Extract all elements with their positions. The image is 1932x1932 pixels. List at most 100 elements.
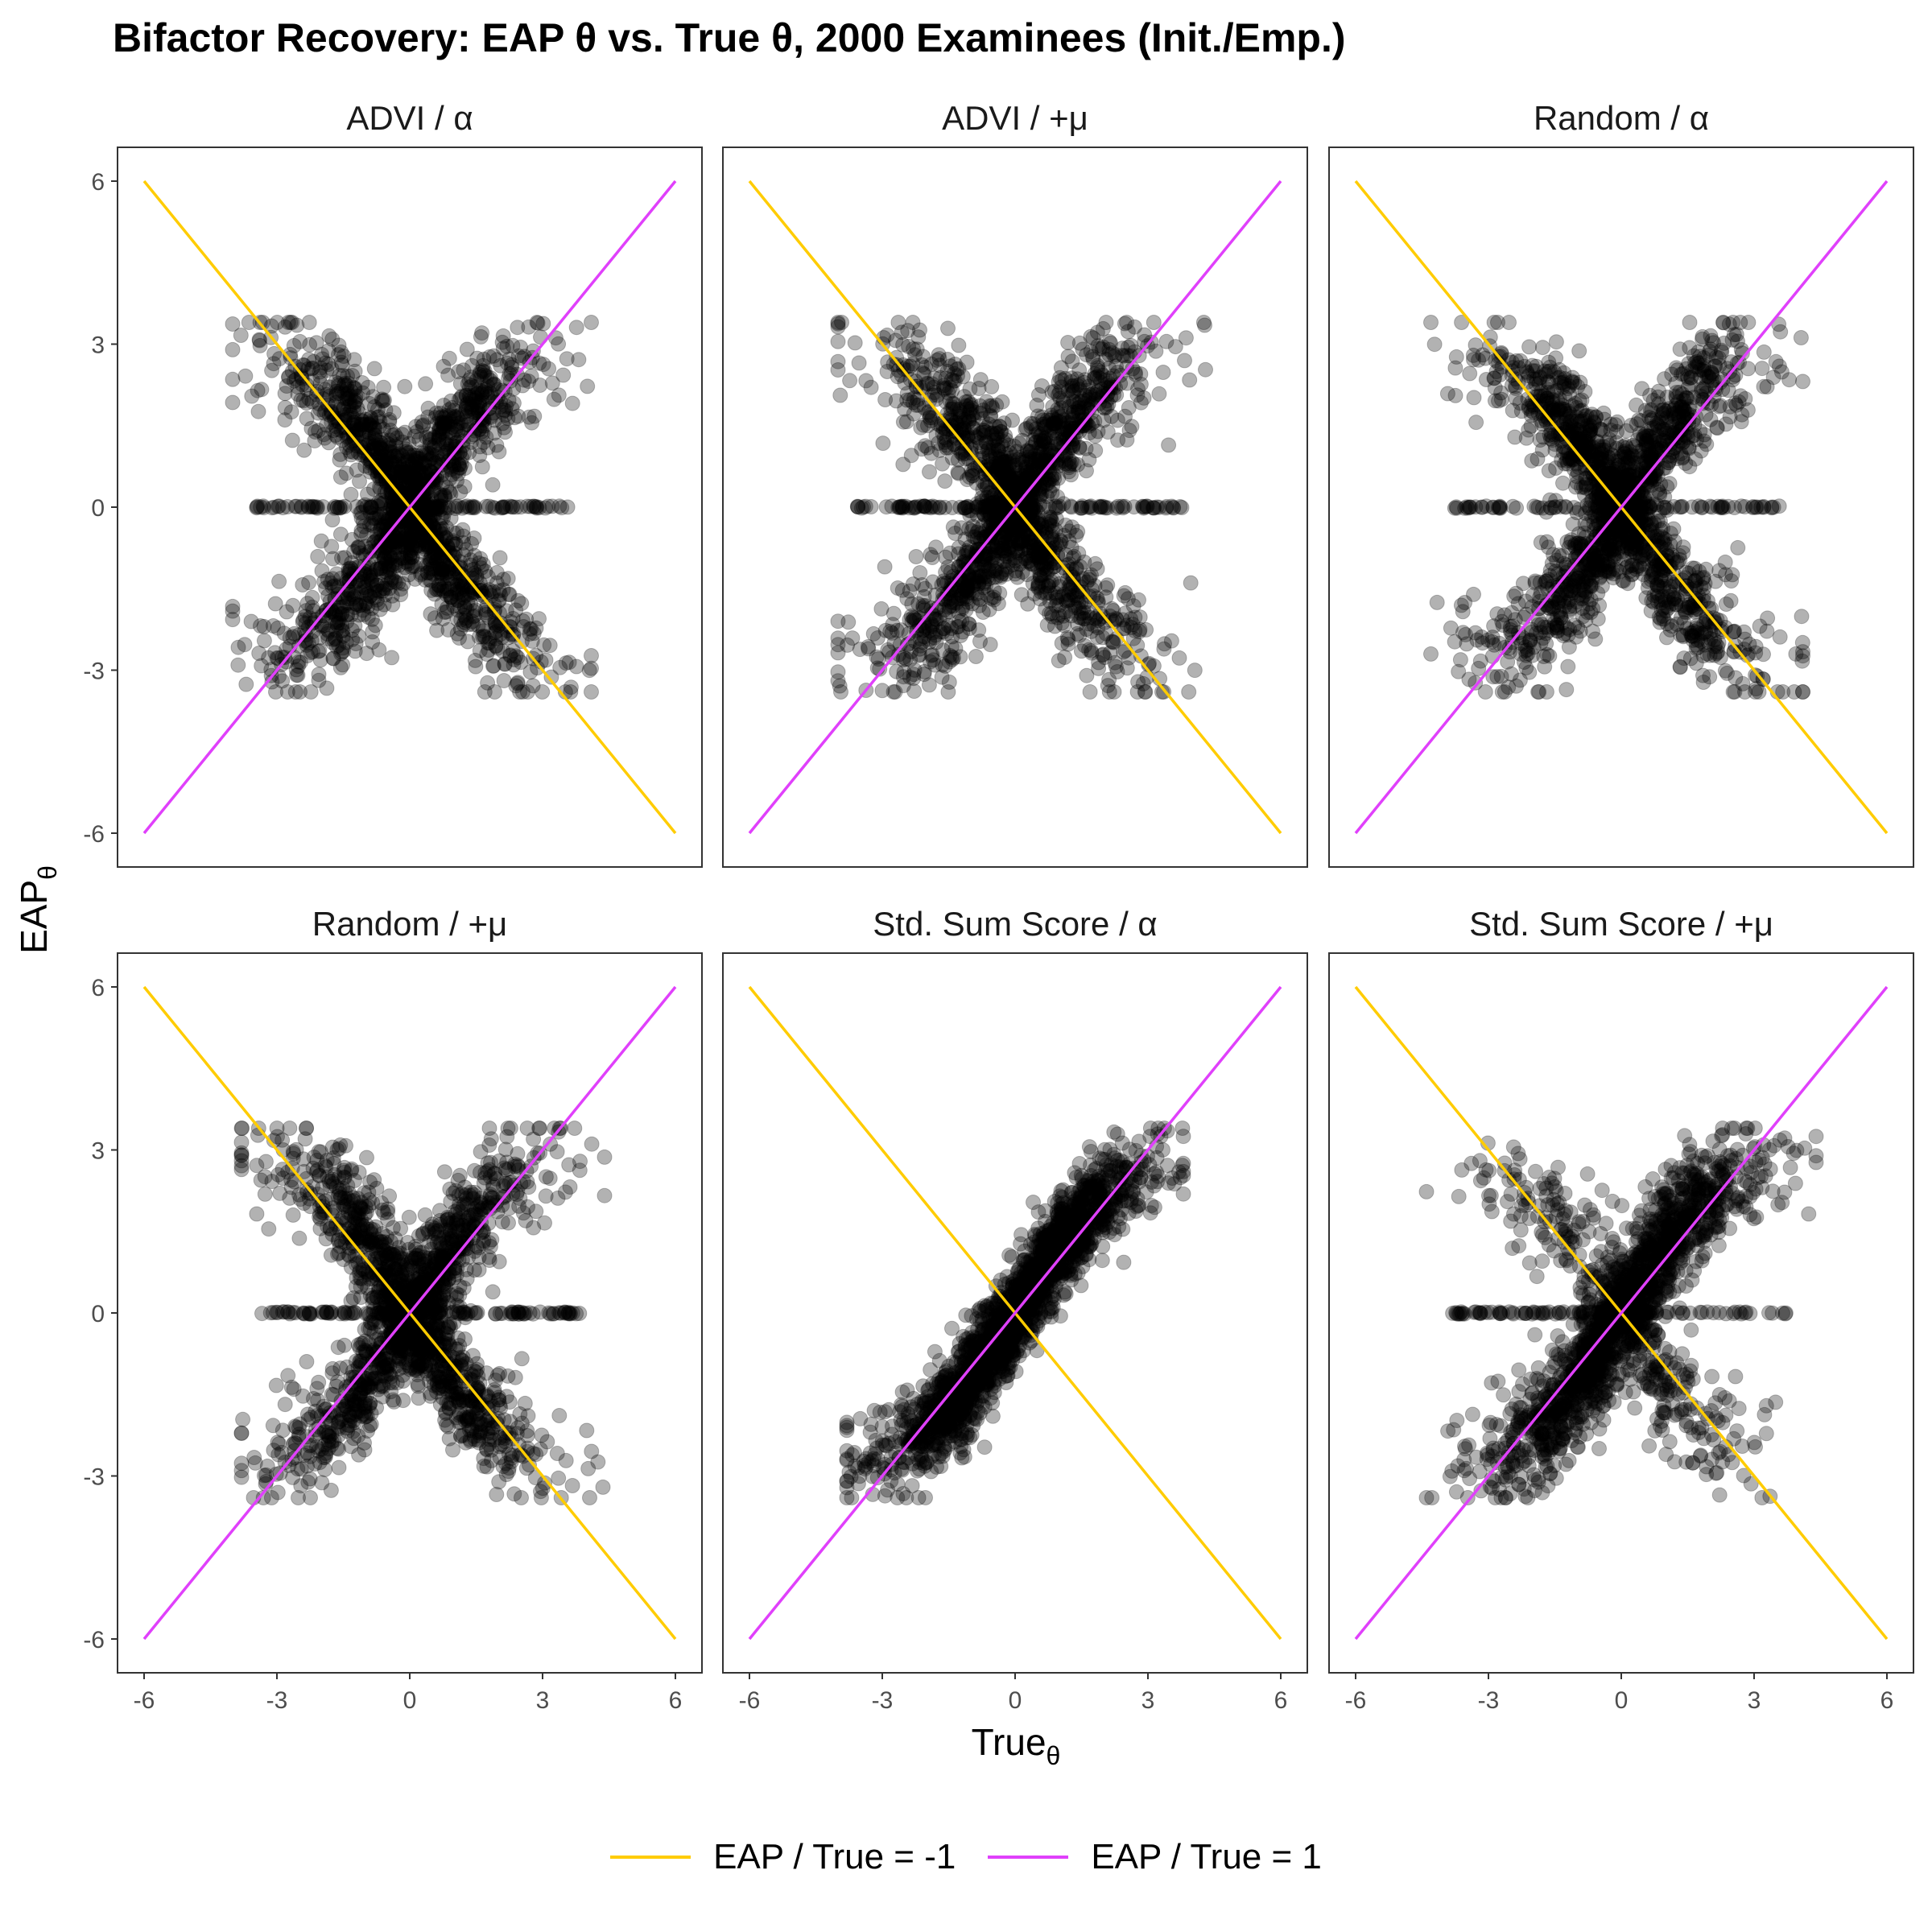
data-point bbox=[267, 596, 283, 612]
data-point bbox=[400, 469, 416, 485]
data-point bbox=[1108, 658, 1124, 675]
data-point bbox=[435, 611, 451, 627]
data-point bbox=[510, 348, 526, 364]
data-point bbox=[1794, 609, 1810, 625]
data-point bbox=[337, 411, 353, 427]
data-point bbox=[1051, 653, 1067, 669]
data-point bbox=[424, 483, 440, 499]
data-point bbox=[325, 650, 341, 667]
data-point bbox=[919, 440, 935, 456]
y-tick-label: 6 bbox=[91, 169, 105, 196]
data-point bbox=[436, 398, 452, 413]
data-point bbox=[514, 634, 530, 650]
data-point bbox=[898, 414, 914, 430]
data-point bbox=[430, 501, 446, 516]
data-point bbox=[480, 675, 496, 691]
data-point bbox=[499, 338, 515, 354]
data-point bbox=[360, 379, 376, 395]
data-point bbox=[858, 373, 874, 389]
data-point bbox=[1081, 572, 1097, 588]
data-point bbox=[1659, 630, 1674, 646]
data-point bbox=[441, 350, 457, 366]
data-point bbox=[249, 500, 265, 516]
data-point bbox=[485, 658, 501, 674]
data-point bbox=[332, 469, 349, 485]
data-point bbox=[344, 622, 360, 638]
data-point bbox=[324, 539, 340, 555]
data-point bbox=[493, 587, 508, 603]
data-point bbox=[464, 392, 481, 408]
data-point bbox=[357, 423, 374, 440]
data-point bbox=[285, 597, 301, 613]
data-point bbox=[380, 511, 396, 527]
data-point bbox=[372, 583, 388, 599]
data-point bbox=[376, 526, 392, 543]
data-point bbox=[252, 337, 268, 353]
data-point bbox=[1507, 429, 1523, 445]
data-point bbox=[440, 564, 456, 580]
data-point bbox=[1079, 347, 1095, 363]
data-point bbox=[943, 358, 959, 374]
data-point bbox=[500, 571, 516, 587]
data-point bbox=[1123, 337, 1139, 353]
data-point bbox=[1013, 587, 1030, 603]
data-point bbox=[508, 602, 524, 618]
data-point bbox=[409, 451, 425, 466]
data-point bbox=[1060, 335, 1076, 350]
data-point bbox=[418, 376, 434, 392]
data-point bbox=[1030, 548, 1046, 564]
data-point bbox=[311, 672, 327, 688]
data-point bbox=[406, 458, 422, 474]
data-point bbox=[439, 557, 455, 573]
data-point bbox=[1151, 386, 1167, 402]
data-point bbox=[453, 612, 469, 628]
data-point bbox=[314, 346, 330, 362]
data-point bbox=[424, 440, 440, 456]
data-point bbox=[326, 578, 342, 594]
data-point bbox=[225, 316, 241, 332]
data-point bbox=[504, 401, 520, 417]
data-point bbox=[345, 426, 361, 442]
data-point bbox=[366, 361, 382, 377]
data-point bbox=[249, 499, 265, 515]
data-point bbox=[389, 502, 405, 518]
data-point bbox=[362, 410, 378, 426]
data-point bbox=[374, 493, 390, 509]
data-point bbox=[584, 660, 599, 676]
data-point bbox=[439, 604, 455, 620]
data-point bbox=[506, 651, 522, 667]
data-point bbox=[1067, 394, 1083, 410]
data-point bbox=[411, 464, 427, 481]
data-point bbox=[984, 378, 1000, 394]
chart-title: Bifactor Recovery: EAP θ vs. True θ, 200… bbox=[113, 15, 1346, 60]
data-point bbox=[287, 684, 303, 700]
data-point bbox=[423, 561, 439, 577]
data-point bbox=[424, 500, 440, 516]
data-point bbox=[464, 378, 480, 394]
data-point bbox=[1109, 365, 1125, 380]
data-point bbox=[1008, 516, 1024, 532]
data-point bbox=[1772, 629, 1788, 645]
data-point bbox=[480, 440, 496, 456]
data-point bbox=[894, 582, 910, 598]
data-point bbox=[958, 398, 974, 414]
data-point bbox=[429, 622, 445, 638]
data-point bbox=[488, 638, 504, 654]
data-point bbox=[467, 608, 482, 624]
data-point bbox=[1115, 500, 1131, 516]
data-point bbox=[416, 495, 432, 511]
data-point bbox=[989, 397, 1005, 413]
data-point bbox=[402, 517, 418, 533]
data-point bbox=[1098, 625, 1114, 642]
points-group bbox=[225, 315, 599, 700]
data-point bbox=[332, 526, 349, 543]
data-point bbox=[875, 436, 891, 452]
data-point bbox=[1429, 594, 1445, 610]
data-point bbox=[267, 645, 283, 661]
data-point bbox=[1555, 475, 1571, 491]
data-point bbox=[365, 634, 381, 650]
data-point bbox=[423, 606, 439, 622]
data-point bbox=[510, 320, 526, 336]
data-point bbox=[535, 684, 551, 700]
data-point bbox=[346, 403, 361, 419]
